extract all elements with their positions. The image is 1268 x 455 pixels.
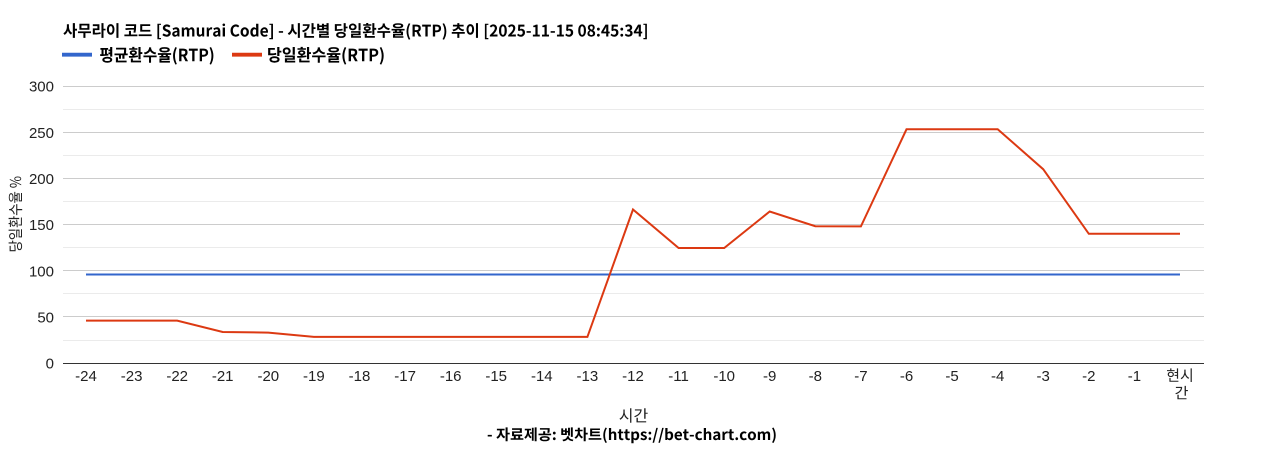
svg-text:-21: -21: [212, 368, 234, 385]
svg-text:-20: -20: [257, 368, 279, 385]
svg-text:-7: -7: [854, 368, 867, 385]
svg-text:-8: -8: [809, 368, 822, 385]
svg-text:-6: -6: [900, 368, 913, 385]
svg-text:-19: -19: [303, 368, 325, 385]
svg-text:-13: -13: [577, 368, 599, 385]
svg-text:-15: -15: [485, 368, 507, 385]
svg-text:0: 0: [46, 356, 54, 373]
svg-text:100: 100: [29, 263, 54, 280]
svg-text:-1: -1: [1128, 368, 1141, 385]
svg-text:-5: -5: [945, 368, 958, 385]
svg-text:-18: -18: [349, 368, 371, 385]
svg-text:-4: -4: [991, 368, 1004, 385]
svg-text:-10: -10: [713, 368, 735, 385]
svg-text:50: 50: [37, 309, 54, 326]
svg-text:300: 300: [29, 79, 54, 96]
svg-text:-11: -11: [668, 368, 689, 385]
svg-text:250: 250: [29, 125, 54, 142]
svg-text:200: 200: [29, 171, 54, 188]
svg-text:-24: -24: [75, 368, 97, 385]
svg-text:-22: -22: [166, 368, 188, 385]
svg-text:-14: -14: [531, 368, 553, 385]
svg-text:-2: -2: [1082, 368, 1095, 385]
svg-text:-23: -23: [121, 368, 143, 385]
svg-text:-3: -3: [1037, 368, 1050, 385]
svg-text:-12: -12: [622, 368, 644, 385]
svg-text:-17: -17: [394, 368, 416, 385]
svg-text:-9: -9: [763, 368, 776, 385]
svg-text:150: 150: [29, 217, 54, 234]
svg-text:-16: -16: [440, 368, 462, 385]
